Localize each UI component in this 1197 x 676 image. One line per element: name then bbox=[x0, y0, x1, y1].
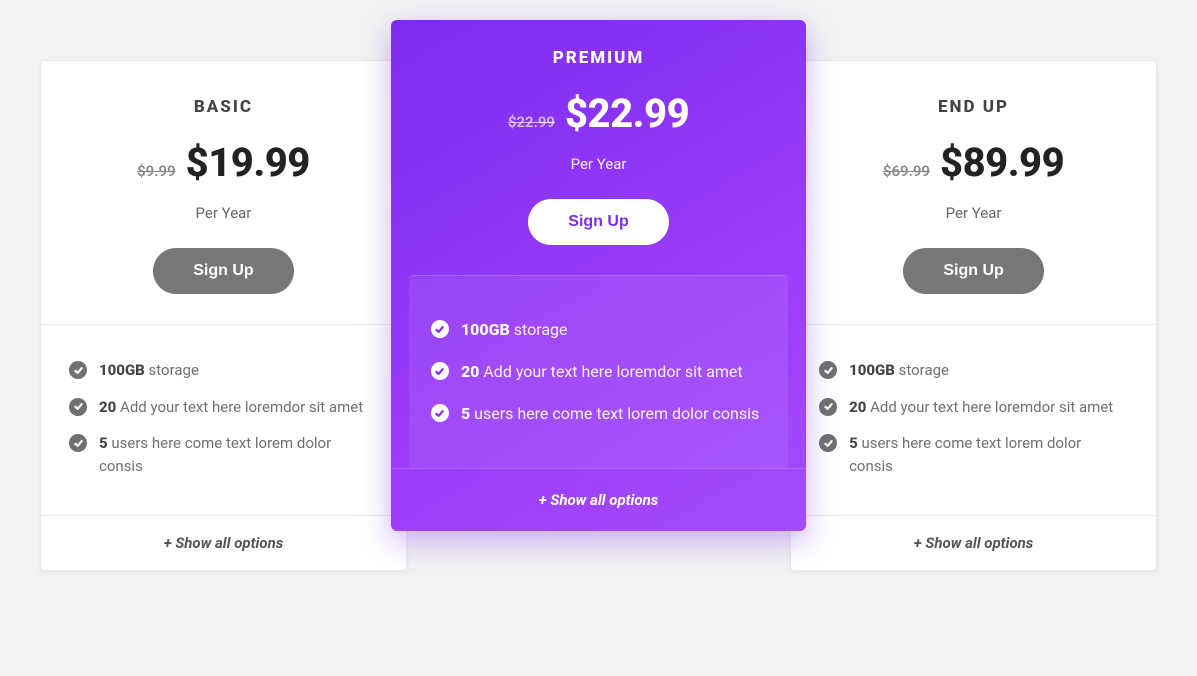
feature-text: 20 Add your text here loremdor sit amet bbox=[849, 396, 1113, 419]
check-icon bbox=[819, 398, 837, 416]
price-row: $9.99 $19.99 bbox=[65, 139, 382, 186]
plan-head: BASIC $9.99 $19.99 Per Year Sign Up bbox=[41, 61, 406, 324]
check-icon bbox=[431, 362, 449, 380]
feature-item: 100GB storage bbox=[431, 318, 766, 342]
feature-list: 100GB storage 20 Add your text here lore… bbox=[791, 324, 1156, 515]
price-row: $22.99 $22.99 bbox=[415, 90, 782, 137]
show-all-link[interactable]: + Show all options bbox=[41, 515, 406, 570]
price-row: $69.99 $89.99 bbox=[815, 139, 1132, 186]
feature-text: 100GB storage bbox=[849, 359, 949, 382]
plan-head: PREMIUM $22.99 $22.99 Per Year Sign Up bbox=[391, 20, 806, 275]
period-label: Per Year bbox=[815, 204, 1132, 222]
feature-item: 20 Add your text here loremdor sit amet bbox=[431, 360, 766, 384]
check-icon bbox=[431, 404, 449, 422]
plan-title: END UP bbox=[815, 97, 1132, 117]
check-icon bbox=[69, 434, 87, 452]
check-icon bbox=[69, 361, 87, 379]
feature-text: 100GB storage bbox=[461, 318, 568, 342]
feature-item: 100GB storage bbox=[69, 359, 378, 382]
feature-list: 100GB storage 20 Add your text here lore… bbox=[41, 324, 406, 515]
plan-card-basic: BASIC $9.99 $19.99 Per Year Sign Up 100G… bbox=[40, 60, 407, 571]
plan-title: PREMIUM bbox=[415, 48, 782, 68]
old-price: $9.99 bbox=[137, 162, 176, 180]
feature-text: 20 Add your text here loremdor sit amet bbox=[461, 360, 743, 384]
feature-text: 100GB storage bbox=[99, 359, 199, 382]
feature-item: 20 Add your text here loremdor sit amet bbox=[69, 396, 378, 419]
feature-text: 5 users here come text lorem dolor consi… bbox=[461, 402, 759, 426]
plan-card-premium: PREMIUM $22.99 $22.99 Per Year Sign Up 1… bbox=[391, 20, 806, 531]
feature-item: 100GB storage bbox=[819, 359, 1128, 382]
plan-card-endup: END UP $69.99 $89.99 Per Year Sign Up 10… bbox=[790, 60, 1157, 571]
price: $19.99 bbox=[186, 139, 310, 186]
show-all-link[interactable]: + Show all options bbox=[391, 468, 806, 531]
check-icon bbox=[819, 361, 837, 379]
feature-text: 5 users here come text lorem dolor consi… bbox=[849, 432, 1128, 477]
feature-item: 5 users here come text lorem dolor consi… bbox=[819, 432, 1128, 477]
signup-button[interactable]: Sign Up bbox=[903, 248, 1043, 294]
check-icon bbox=[431, 320, 449, 338]
plan-title: BASIC bbox=[65, 97, 382, 117]
old-price: $69.99 bbox=[883, 162, 930, 180]
feature-item: 5 users here come text lorem dolor consi… bbox=[69, 432, 378, 477]
old-price: $22.99 bbox=[508, 113, 555, 131]
feature-item: 20 Add your text here loremdor sit amet bbox=[819, 396, 1128, 419]
feature-text: 5 users here come text lorem dolor consi… bbox=[99, 432, 378, 477]
feature-text: 20 Add your text here loremdor sit amet bbox=[99, 396, 363, 419]
price: $89.99 bbox=[940, 139, 1064, 186]
check-icon bbox=[69, 398, 87, 416]
period-label: Per Year bbox=[65, 204, 382, 222]
check-icon bbox=[819, 434, 837, 452]
plan-head: END UP $69.99 $89.99 Per Year Sign Up bbox=[791, 61, 1156, 324]
show-all-link[interactable]: + Show all options bbox=[791, 515, 1156, 570]
feature-list: 100GB storage 20 Add your text here lore… bbox=[409, 275, 788, 468]
feature-item: 5 users here come text lorem dolor consi… bbox=[431, 402, 766, 426]
signup-button[interactable]: Sign Up bbox=[153, 248, 293, 294]
period-label: Per Year bbox=[415, 155, 782, 173]
pricing-row: BASIC $9.99 $19.99 Per Year Sign Up 100G… bbox=[0, 0, 1197, 571]
signup-button[interactable]: Sign Up bbox=[528, 199, 668, 245]
price: $22.99 bbox=[565, 90, 689, 137]
